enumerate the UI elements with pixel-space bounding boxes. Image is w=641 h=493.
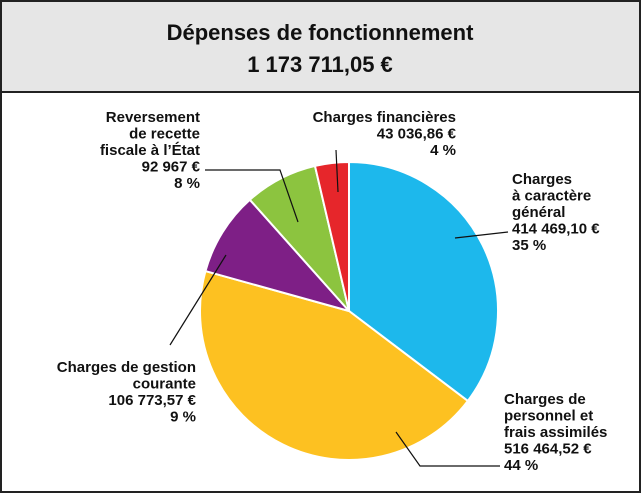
slice-label: personnel et — [504, 407, 593, 424]
value-label: 516 464,52 € — [504, 440, 592, 457]
slice-label: Charges de — [504, 391, 586, 408]
slice-label: frais assimilés — [504, 424, 607, 441]
percent-label: 4 % — [430, 142, 456, 159]
slice-label: Charges de gestion — [57, 359, 196, 376]
slice-label: Charges — [512, 171, 572, 188]
slice-label: à caractère — [512, 187, 591, 204]
percent-label: 8 % — [174, 175, 200, 192]
value-label: 106 773,57 € — [108, 392, 196, 409]
leader-line — [205, 169, 299, 223]
slice-label: Charges financières — [313, 109, 456, 126]
pie-slice — [313, 160, 350, 312]
leader-line — [335, 149, 339, 193]
pie-slice — [199, 269, 470, 461]
pie-slice — [348, 160, 499, 403]
percent-label: 9 % — [170, 408, 196, 425]
percent-label: 44 % — [504, 457, 538, 474]
header — [0, 0, 641, 93]
slice-label: Reversement — [106, 109, 200, 126]
leader-line — [454, 231, 509, 239]
slice-label: de recette — [129, 125, 200, 142]
leader-line — [395, 431, 500, 467]
leader-line — [169, 254, 227, 346]
slice-label: courante — [133, 375, 196, 392]
chart-subtitle: 1 173 711,05 € — [247, 52, 393, 77]
value-label: 43 036,86 € — [377, 125, 457, 142]
chart-title: Dépenses de fonctionnement — [167, 20, 475, 45]
percent-label: 35 % — [512, 237, 546, 254]
pie-slice — [204, 198, 353, 313]
slice-label: fiscale à l’État — [100, 142, 200, 159]
value-label: 414 469,10 € — [512, 220, 600, 237]
value-label: 92 967 € — [142, 158, 201, 175]
slice-label: général — [512, 204, 565, 221]
